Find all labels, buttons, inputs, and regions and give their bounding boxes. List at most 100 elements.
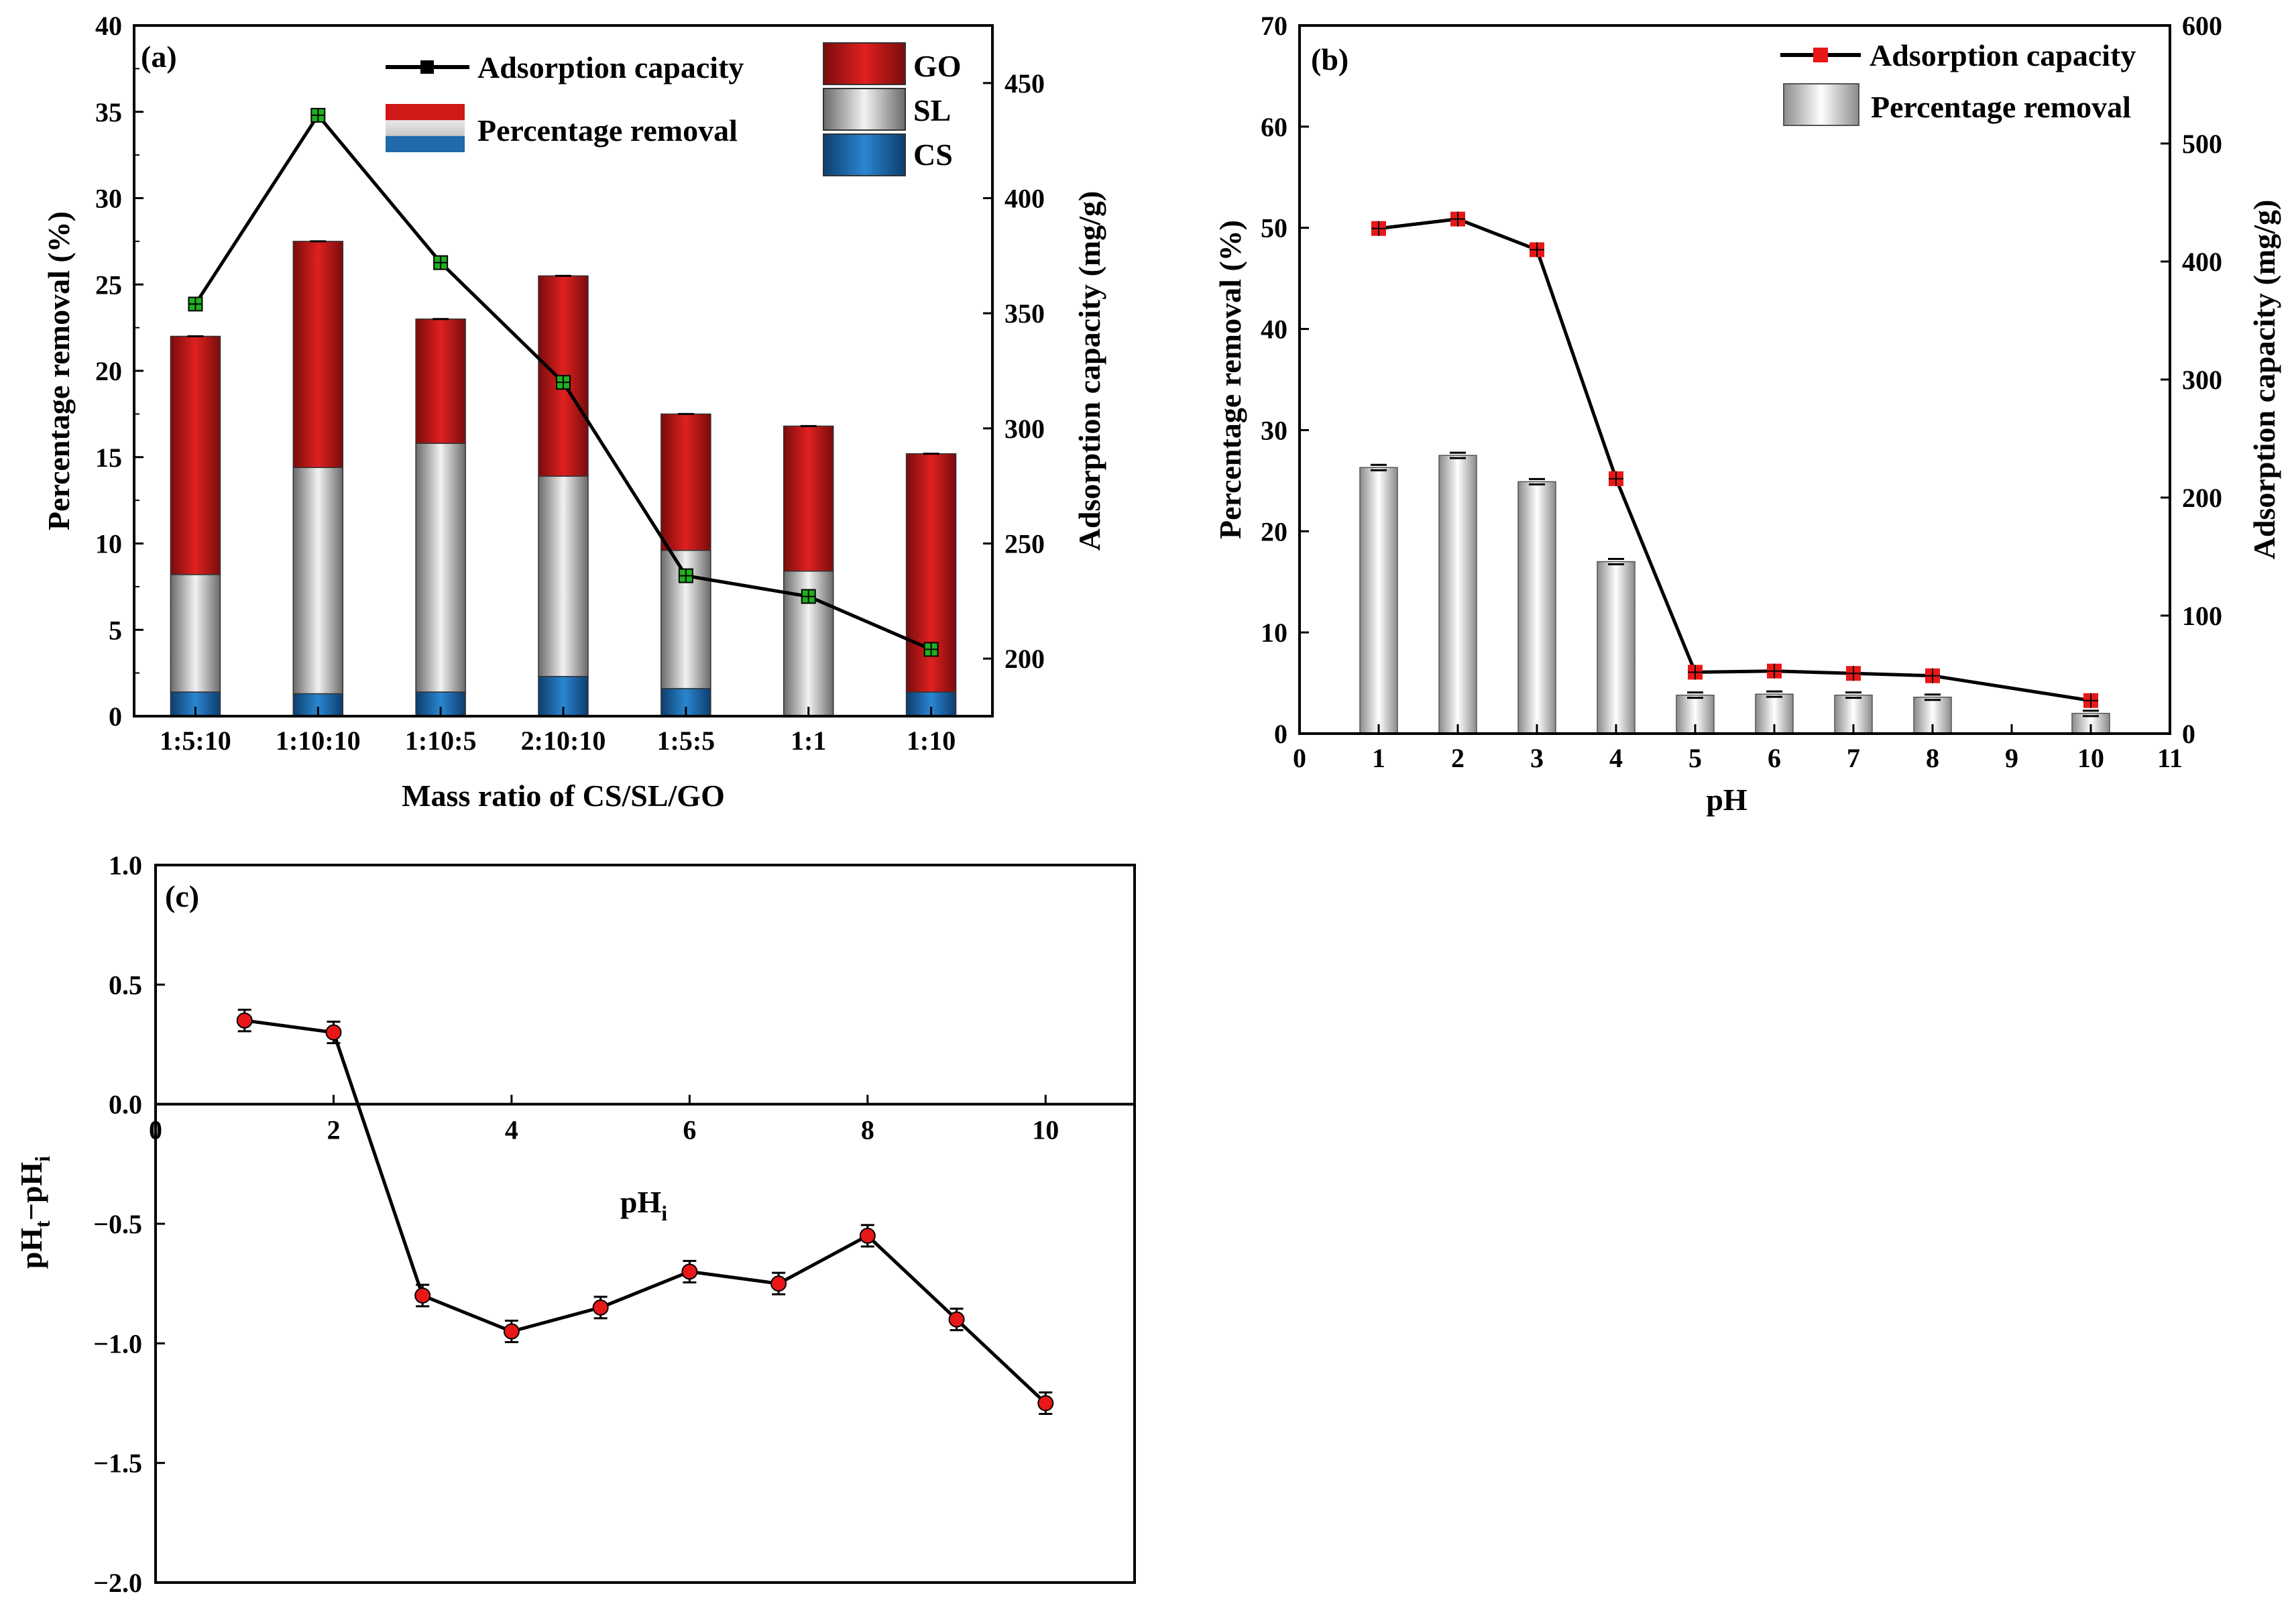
- x-tick-label: 4: [505, 1115, 518, 1145]
- x-tick-label: 1: [1372, 743, 1385, 773]
- panel-c-x-title-sub: i: [661, 1201, 667, 1225]
- data-point: [770, 1275, 787, 1292]
- y2-tick-label: 200: [1005, 644, 1045, 674]
- legend-sl-swatch: [823, 88, 906, 131]
- y-tick-label: 15: [95, 443, 122, 473]
- y-tick-label: 0: [1274, 719, 1287, 749]
- y-tick-label: −1.5: [93, 1448, 142, 1479]
- y-tick-label: 60: [1261, 112, 1287, 142]
- y2-tick-label: 0: [2182, 719, 2195, 749]
- data-point: [503, 1323, 520, 1340]
- y2-tick-label: 600: [2182, 11, 2222, 41]
- panel-a-axes: 0 5 10 15 20 25 30 35 40 200 250 300 350 400 450 1:5:10…: [95, 11, 1045, 756]
- y-tick-label: 50: [1261, 213, 1287, 243]
- x-tick-label: 2: [327, 1115, 340, 1145]
- y-tick-label: 30: [1261, 415, 1287, 445]
- legend-go: GO: [913, 49, 962, 83]
- y-tick-label: 20: [1261, 516, 1287, 547]
- legend-sl: SL: [913, 93, 951, 127]
- panel-a-x-axis-title: Mass ratio of CS/SL/GO: [402, 779, 725, 813]
- panel-c-y-title-p4: i: [30, 1156, 54, 1162]
- legend-b-adsorption-capacity: Adsorption capacity: [1870, 38, 2136, 72]
- y2-tick-label: 450: [1005, 68, 1045, 99]
- bar-sl-1:10:5: [415, 443, 466, 693]
- data-point: [681, 1263, 698, 1280]
- legend-percentage-removal: Percentage removal: [477, 113, 738, 148]
- x-tick-label: 9: [2005, 743, 2018, 773]
- y-tick-label: 10: [1261, 618, 1287, 648]
- panel-a-y2-axis-title: Adsorption capacity (mg/g): [1072, 191, 1106, 551]
- panel-c-y-title-p3: −pH: [14, 1161, 48, 1220]
- legend-cs-swatch: [823, 133, 906, 176]
- panel-c-label: (c): [165, 879, 199, 913]
- panel-a-adsorption-line: [188, 107, 939, 657]
- bar-ph-4: [1597, 561, 1635, 734]
- x-tick-label: 10: [1032, 1115, 1059, 1145]
- y-tick-label: 0.5: [109, 970, 142, 1000]
- legend-bar-swatch: [386, 104, 465, 152]
- y-tick-label: 1.0: [109, 850, 142, 880]
- bar-go-1:1: [783, 425, 834, 572]
- y-tick-label: −0.5: [93, 1209, 142, 1239]
- bar-sl-1:10:10: [292, 467, 344, 695]
- x-tick-label: 10: [2077, 743, 2104, 773]
- legend-go-swatch: [823, 42, 906, 85]
- y2-tick-label: 300: [2182, 365, 2222, 395]
- data-point: [414, 1287, 431, 1304]
- panel-b-axes: 0 10 20 30 40 50 60 70 0 100 200 300 400 500 600 0 1 2 3 4 5…: [1261, 11, 2222, 773]
- y-tick-label: 70: [1261, 11, 1287, 41]
- x-tick-label: 2: [1451, 743, 1465, 773]
- panel-b-label: (b): [1311, 42, 1348, 76]
- data-point: [592, 1299, 609, 1316]
- legend-b-bar-swatch: [1783, 83, 1859, 126]
- panel-c-plot-frame: [154, 864, 1136, 1584]
- panel-b-plot-frame: [1298, 24, 2171, 735]
- x-tick-label: 1:10:10: [276, 726, 361, 756]
- x-tick-label: 2:10:10: [521, 726, 606, 756]
- y-tick-label: 5: [109, 615, 122, 645]
- panel-b-adsorption-line: [1371, 211, 2098, 708]
- y2-tick-label: 400: [2182, 247, 2222, 277]
- x-tick-label: 8: [861, 1115, 874, 1145]
- adsorption-capacity-line: [1378, 217, 2091, 703]
- x-tick-label: 1:5:10: [160, 726, 231, 756]
- panel-b-legend: Adsorption capacity Percentage removal: [1780, 38, 2136, 126]
- legend-b-line-marker-icon: [1813, 48, 1828, 62]
- bar-go-1:10:10: [292, 241, 344, 468]
- panel-b-y-axis-title: Percentage removal (%): [1213, 220, 1247, 539]
- panel-a-bars: [170, 240, 957, 717]
- y-tick-label: 10: [95, 529, 122, 559]
- y2-tick-label: 200: [2182, 483, 2222, 513]
- x-tick-label: 3: [1530, 743, 1544, 773]
- x-tick-label: 1:1: [791, 726, 826, 756]
- x-tick-label: 5: [1688, 743, 1702, 773]
- legend-adsorption-capacity: Adsorption capacity: [477, 50, 744, 84]
- panel-a-chart: 0 5 10 15 20 25 30 35 40 200 250 300 350 400 450 1:5:10…: [42, 11, 1106, 813]
- data-point: [325, 1024, 342, 1041]
- y-tick-label: 40: [1261, 314, 1287, 345]
- panel-c-y-title-p2: t: [30, 1220, 54, 1228]
- panel-a-legend: Adsorption capacity Percentage removal G…: [386, 42, 962, 176]
- bar-sl-1:5:10: [170, 574, 221, 693]
- y2-tick-label: 100: [2182, 601, 2222, 631]
- bar-ph-3: [1517, 481, 1556, 734]
- panel-c-y-axis-title: pHt−pHi: [14, 1156, 54, 1269]
- x-tick-label: 6: [683, 1115, 696, 1145]
- bar-sl-2:10:10: [538, 475, 589, 677]
- panel-c-y-title-p1: pH: [14, 1228, 48, 1269]
- panel-b-bars: [1359, 451, 2110, 734]
- panel-c-line: [236, 1009, 1054, 1415]
- data-point: [1037, 1395, 1054, 1412]
- legend-line-marker-icon: [420, 60, 434, 74]
- panel-c-x-title-main: pH: [620, 1185, 662, 1219]
- x-tick-label: 0: [149, 1115, 162, 1145]
- data-point: [236, 1012, 253, 1029]
- x-tick-label: 1:5:5: [657, 726, 715, 756]
- panel-b-chart: 0 10 20 30 40 50 60 70 0 100 200 300 400 500 600 0 1 2 3 4 5…: [1213, 11, 2281, 817]
- bar-go-1:10:5: [415, 319, 466, 444]
- x-tick-label: 6: [1768, 743, 1781, 773]
- x-tick-label: 4: [1609, 743, 1623, 773]
- x-tick-label: 7: [1847, 743, 1860, 773]
- x-tick-label: 0: [1293, 743, 1306, 773]
